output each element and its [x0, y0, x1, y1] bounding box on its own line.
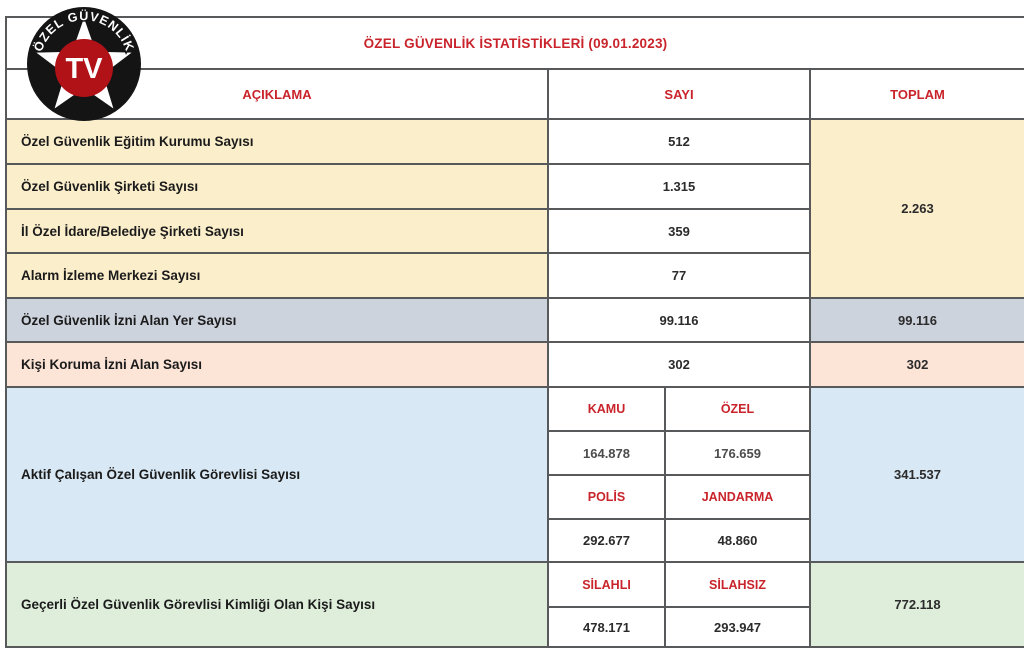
row-value-kisi-koruma: 302	[549, 343, 809, 386]
row-total-aktif-calisan: 341.537	[811, 388, 1024, 561]
row-value-sirketi: 1.315	[549, 165, 809, 208]
page-title: ÖZEL GÜVENLİK İSTATİSTİKLERİ (09.01.2023…	[7, 18, 1024, 68]
row-label-aktif-calisan: Aktif Çalışan Özel Güvenlik Görevlisi Sa…	[7, 388, 547, 561]
value-polis: 292.677	[549, 520, 664, 561]
value-ozel: 176.659	[666, 432, 809, 474]
subheader-silahsiz: SİLAHSIZ	[666, 563, 809, 606]
row-label-il-ozel-idare: İl Özel İdare/Belediye Şirketi Sayısı	[7, 210, 547, 252]
row-label-gecerli-kimlik: Geçerli Özel Güvenlik Görevlisi Kimliği …	[7, 563, 547, 646]
row-total-izin-alan-yer: 99.116	[811, 299, 1024, 341]
row-total-gecerli-kimlik: 772.118	[811, 563, 1024, 646]
subheader-silahli: SİLAHLI	[549, 563, 664, 606]
subheader-jandarma: JANDARMA	[666, 476, 809, 518]
logo-tv-text: TV	[65, 53, 103, 85]
row-label-egitim-kurumu: Özel Güvenlik Eğitim Kurumu Sayısı	[7, 120, 547, 163]
row-label-izin-alan-yer: Özel Güvenlik İzni Alan Yer Sayısı	[7, 299, 547, 341]
row-value-izin-alan-yer: 99.116	[549, 299, 809, 341]
row-label-sirketi: Özel Güvenlik Şirketi Sayısı	[7, 165, 547, 208]
row-label-kisi-koruma: Kişi Koruma İzni Alan Sayısı	[7, 343, 547, 386]
subheader-ozel: ÖZEL	[666, 388, 809, 430]
row-value-alarm-izleme: 77	[549, 254, 809, 297]
row-value-egitim-kurumu: 512	[549, 120, 809, 163]
statistics-table: ÖZEL GÜVENLİK İSTATİSTİKLERİ (09.01.2023…	[5, 16, 1024, 648]
value-silahli: 478.171	[549, 608, 664, 646]
row-value-il-ozel-idare: 359	[549, 210, 809, 252]
row-label-alarm-izleme: Alarm İzleme Merkezi Sayısı	[7, 254, 547, 297]
subheader-polis: POLİS	[549, 476, 664, 518]
column-header-sayi: SAYI	[549, 70, 809, 118]
logo-red-circle	[55, 39, 113, 97]
value-jandarma: 48.860	[666, 520, 809, 561]
ozel-guvenlik-tv-logo: ÖZEL GÜVENLİK TV	[27, 7, 141, 121]
column-header-toplam: TOPLAM	[811, 70, 1024, 118]
value-kamu: 164.878	[549, 432, 664, 474]
subheader-kamu: KAMU	[549, 388, 664, 430]
row-total-kisi-koruma: 302	[811, 343, 1024, 386]
value-silahsiz: 293.947	[666, 608, 809, 646]
group-total-cell: 2.263	[811, 120, 1024, 297]
